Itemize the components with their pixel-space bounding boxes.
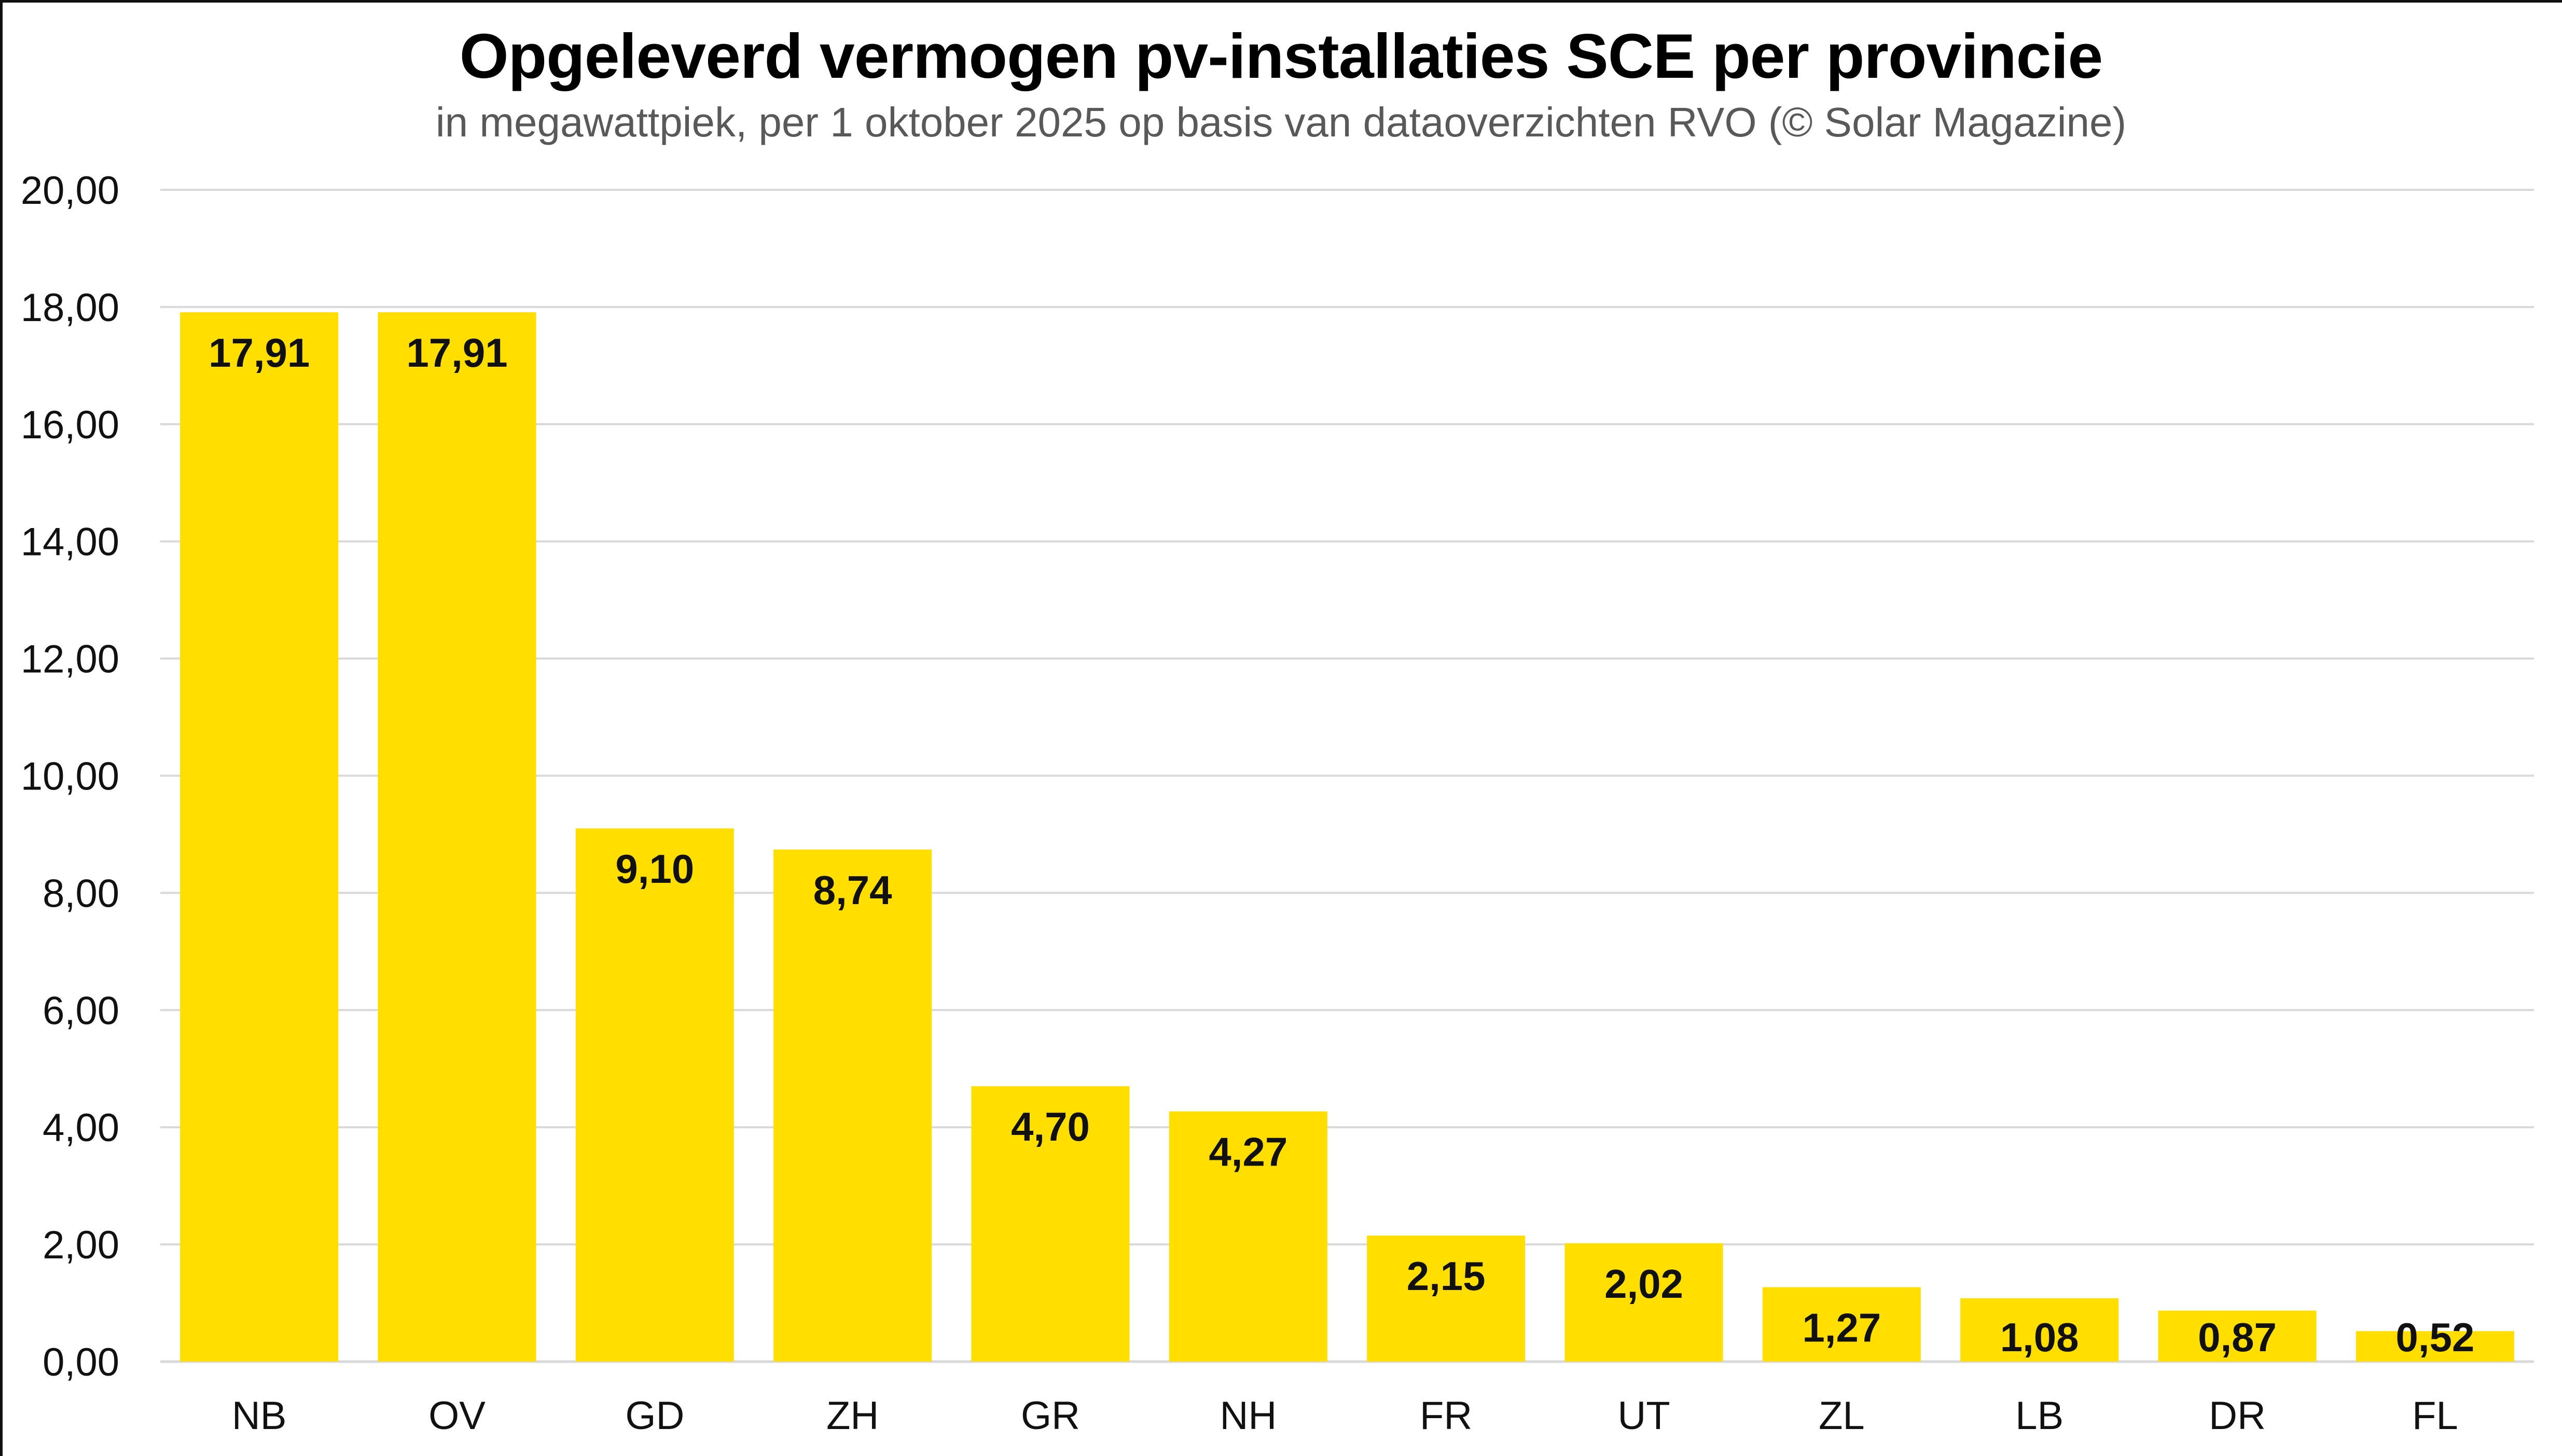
data-label: 9,10 — [615, 846, 694, 892]
x-tick-label: FR — [1420, 1394, 1472, 1438]
bar-lb — [1960, 1298, 2119, 1362]
y-tick-label: 0,00 — [43, 1340, 119, 1384]
bar-gd — [575, 828, 734, 1362]
data-label: 17,91 — [406, 330, 507, 376]
bar-zl — [1762, 1287, 1921, 1362]
data-label: 0,87 — [2198, 1314, 2277, 1360]
x-tick-label: FL — [2412, 1394, 2458, 1438]
bars — [180, 312, 2514, 1362]
chart-subtitle: in megawattpiek, per 1 oktober 2025 op b… — [435, 99, 2127, 145]
gridlines — [160, 189, 2534, 1363]
x-tick-label: ZH — [826, 1394, 879, 1438]
y-tick-label: 18,00 — [21, 286, 119, 330]
y-tick-label: 4,00 — [43, 1106, 119, 1150]
data-label: 2,15 — [1407, 1253, 1486, 1299]
bar-fl — [2356, 1331, 2514, 1362]
data-label: 8,74 — [813, 867, 892, 913]
x-tick-label: GD — [625, 1394, 684, 1438]
data-label: 17,91 — [209, 330, 310, 376]
chart-title: Opgeleverd vermogen pv-installaties SCE … — [459, 21, 2103, 91]
x-tick-label: GR — [1021, 1394, 1080, 1438]
data-label: 2,02 — [1604, 1261, 1683, 1307]
bar-ut — [1564, 1243, 1723, 1362]
x-tick-label: NH — [1220, 1394, 1277, 1438]
x-axis-ticks: NB OV GD ZH GR NH FR UT ZL LB DR FL — [232, 1394, 2458, 1438]
data-label: 1,27 — [1802, 1305, 1881, 1351]
bar-ov — [378, 312, 536, 1362]
data-labels: 17,91 17,91 9,10 8,74 4,70 4,27 2,15 2,02 1,27 1,… — [209, 330, 2474, 1360]
data-label: 0,52 — [2395, 1314, 2474, 1360]
x-tick-label: LB — [2015, 1394, 2064, 1438]
x-tick-label: ZL — [1819, 1394, 1865, 1438]
bar-nb — [180, 312, 339, 1362]
y-tick-label: 14,00 — [21, 520, 119, 564]
x-tick-label: OV — [428, 1394, 486, 1438]
bar-dr — [2158, 1310, 2317, 1362]
y-tick-label: 16,00 — [21, 403, 119, 447]
y-tick-label: 8,00 — [43, 871, 119, 916]
x-tick-label: DR — [2209, 1394, 2266, 1438]
data-label: 4,27 — [1209, 1129, 1287, 1175]
y-tick-label: 12,00 — [21, 637, 119, 682]
bar-zh — [773, 849, 932, 1362]
y-tick-label: 6,00 — [43, 989, 119, 1033]
y-axis-ticks: 0,00 2,00 4,00 6,00 8,00 10,00 12,00 14,00 16,00… — [21, 169, 119, 1384]
y-tick-label: 20,00 — [21, 169, 119, 213]
y-tick-label: 10,00 — [21, 755, 119, 799]
bar-nh — [1169, 1111, 1327, 1362]
data-label: 1,08 — [2000, 1314, 2079, 1360]
x-tick-label: UT — [1617, 1394, 1670, 1438]
bar-fr — [1367, 1236, 1526, 1362]
bar-gr — [971, 1086, 1130, 1362]
y-tick-label: 2,00 — [43, 1223, 119, 1267]
x-tick-label: NB — [232, 1394, 287, 1438]
data-label: 4,70 — [1011, 1104, 1090, 1149]
